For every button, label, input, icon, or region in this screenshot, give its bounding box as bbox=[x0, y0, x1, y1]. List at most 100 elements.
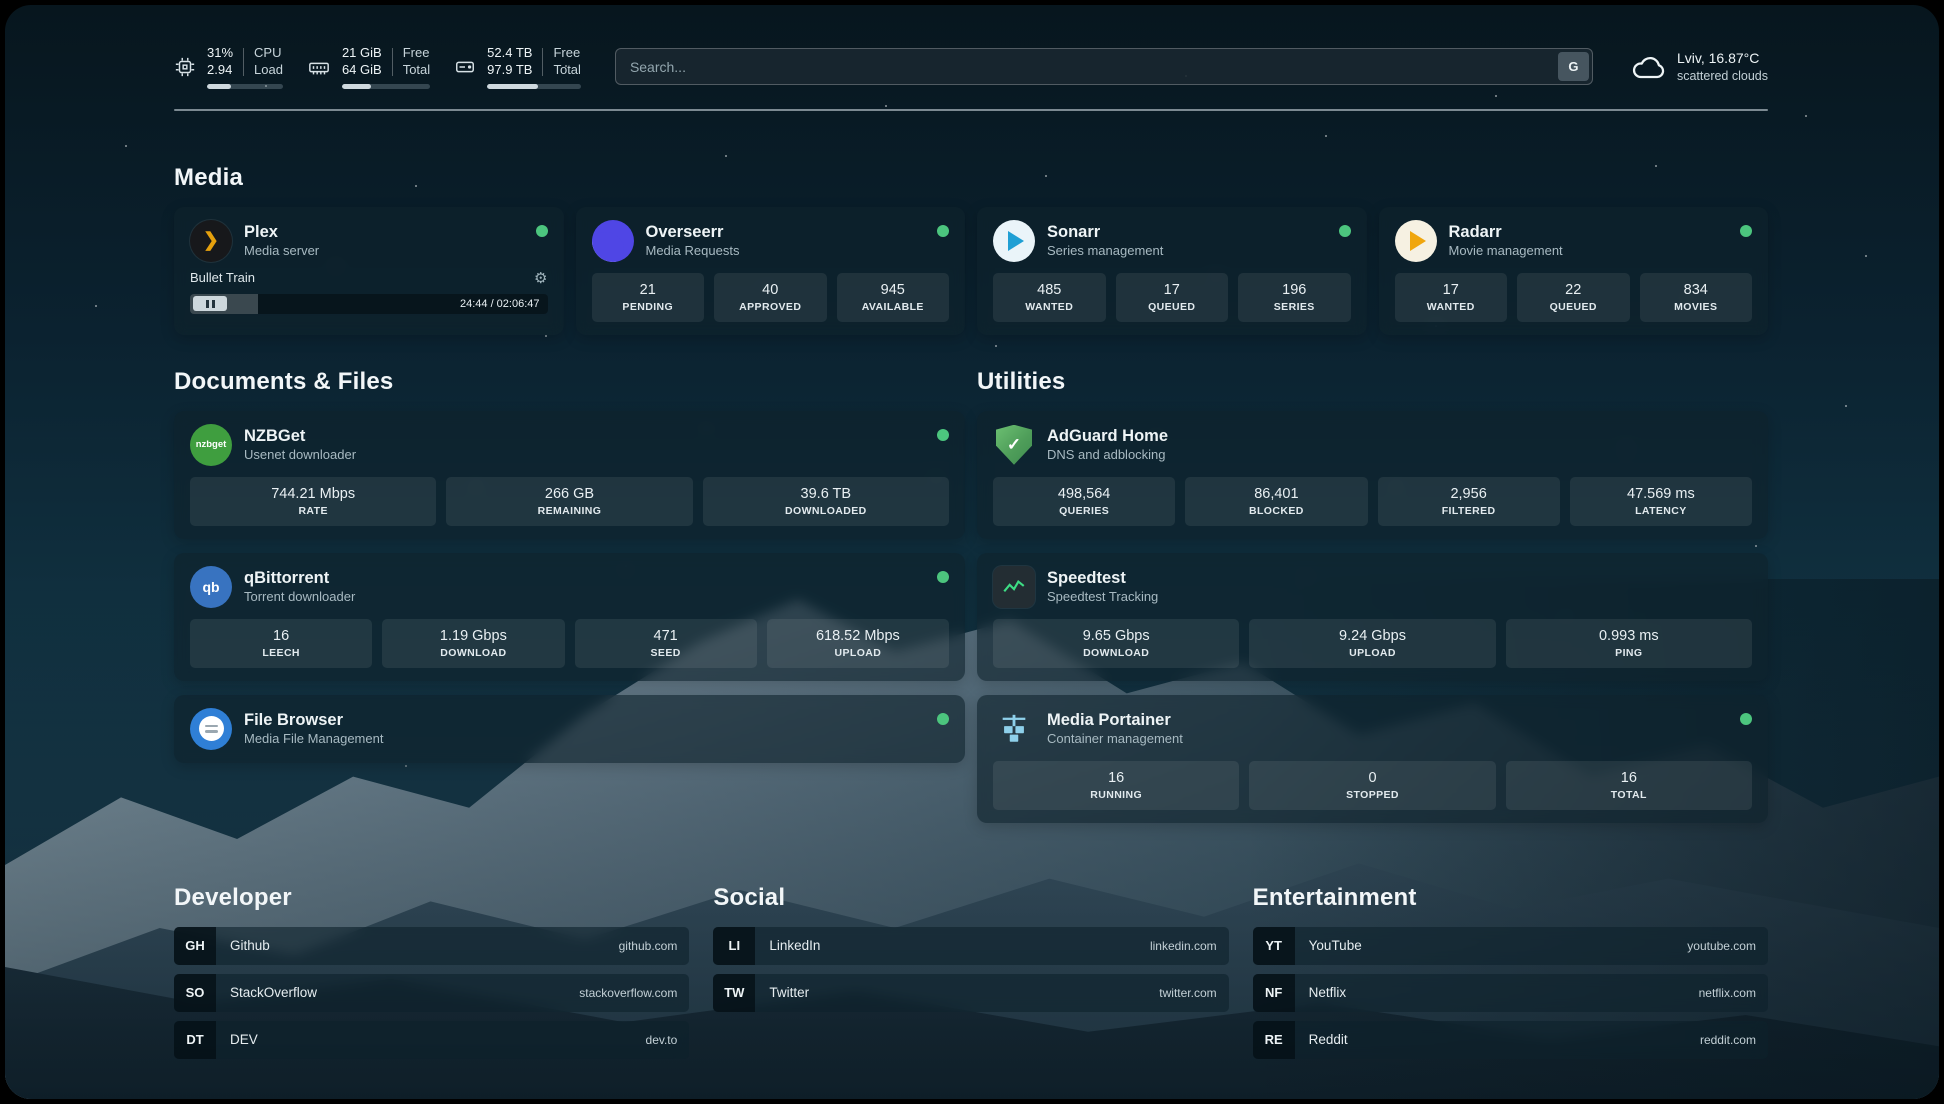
stat-pending: 21 PENDING bbox=[591, 272, 704, 322]
stat-remaining: 266 GB REMAINING bbox=[446, 476, 693, 526]
portainer-crane-icon bbox=[993, 708, 1035, 750]
bookmark-github[interactable]: GH Github github.com bbox=[174, 926, 690, 965]
status-online-dot bbox=[937, 224, 949, 237]
bookmark-dev[interactable]: DT DEV dev.to bbox=[174, 1020, 690, 1059]
disk-monitor: 52.4 TB 97.9 TB Free Total bbox=[454, 45, 581, 89]
stat-label: LATENCY bbox=[1635, 505, 1687, 518]
playback-progress-bar[interactable]: 24:44 / 02:06:47 bbox=[190, 293, 548, 314]
app-description: Movie management bbox=[1448, 243, 1563, 259]
app-name: Sonarr bbox=[1047, 222, 1101, 241]
ram-monitor: 21 GiB 64 GiB Free Total bbox=[307, 45, 431, 89]
cpu-label: CPU bbox=[254, 45, 282, 60]
app-card-plex[interactable]: ❯ Plex Media server Bullet Train ⚙ 24:44… bbox=[174, 206, 564, 335]
stat-label: RUNNING bbox=[1090, 789, 1143, 802]
ram-free: 21 GiB bbox=[341, 45, 382, 60]
stat-label: STOPPED bbox=[1346, 789, 1399, 802]
weather-condition: scattered clouds bbox=[1676, 68, 1768, 83]
stat-value: 471 bbox=[653, 627, 678, 644]
cpu-monitor: 31% 2.94 CPU Load bbox=[174, 45, 283, 89]
app-card-filebrowser[interactable]: File Browser Media File Management bbox=[174, 694, 965, 763]
cpu-usage-percent: 31% bbox=[207, 45, 234, 60]
stat-value: 17 bbox=[1442, 281, 1459, 298]
bookmark-name: Twitter bbox=[769, 985, 810, 1001]
stat-value: 0 bbox=[1368, 769, 1377, 786]
stat-value: 86,401 bbox=[1254, 485, 1299, 502]
ram-readout: 21 GiB 64 GiB Free Total bbox=[341, 45, 431, 89]
disk-total-label: Total bbox=[553, 61, 581, 77]
stat-rate: 744.21 Mbps RATE bbox=[190, 476, 437, 526]
plex-icon: ❯ bbox=[190, 219, 232, 262]
stat-value: 22 bbox=[1565, 281, 1582, 298]
stat-value: 40 bbox=[762, 281, 779, 298]
weather-location-temp: Lviv, 16.87°C bbox=[1676, 50, 1760, 66]
divider bbox=[243, 47, 245, 76]
reddit-icon: RE bbox=[1252, 1020, 1295, 1059]
status-online-dot bbox=[1338, 224, 1351, 237]
dashboard-content: 31% 2.94 CPU Load bbox=[5, 5, 1939, 1099]
cpu-chip-icon bbox=[174, 56, 196, 78]
stat-label: SEED bbox=[650, 647, 681, 660]
bookmark-linkedin[interactable]: LI LinkedIn linkedin.com bbox=[713, 926, 1229, 965]
app-card-portainer[interactable]: Media Portainer Container management 16 … bbox=[977, 694, 1768, 823]
stat-value: 21 bbox=[639, 281, 656, 298]
radarr-icon bbox=[1394, 219, 1437, 262]
cloud-icon bbox=[1632, 57, 1665, 79]
bookmark-twitter[interactable]: TW Twitter twitter.com bbox=[713, 973, 1229, 1012]
app-description: Media File Management bbox=[244, 731, 384, 746]
stat-value: 1.19 Gbps bbox=[439, 627, 507, 644]
app-card-nzbget[interactable]: nzbget NZBGet Usenet downloader 744.21 M… bbox=[174, 410, 965, 539]
stat-label: UPLOAD bbox=[1349, 647, 1396, 660]
stat-label: MOVIES bbox=[1674, 301, 1718, 314]
bookmark-netflix[interactable]: NF Netflix netflix.com bbox=[1252, 973, 1768, 1012]
stat-value: 16 bbox=[1108, 769, 1125, 786]
search-engine-button[interactable]: G bbox=[1557, 52, 1589, 82]
starfield-background bbox=[5, 5, 7, 7]
app-name: Overseerr bbox=[645, 222, 724, 241]
bookmark-group-developer: Developer GH Github github.com SO StackO… bbox=[174, 883, 690, 1059]
bookmark-url: linkedin.com bbox=[1149, 938, 1217, 953]
bookmark-group-entertainment: Entertainment YT YouTube youtube.com NF … bbox=[1252, 883, 1768, 1059]
qb-logo-text: qb bbox=[202, 578, 220, 595]
pause-button[interactable] bbox=[193, 296, 227, 312]
app-name: Plex bbox=[244, 222, 278, 241]
cpu-load-average: 2.94 bbox=[207, 61, 233, 77]
stat-wanted: 17 WANTED bbox=[1394, 272, 1507, 322]
bookmark-reddit[interactable]: RE Reddit reddit.com bbox=[1252, 1020, 1768, 1059]
app-description: Torrent downloader bbox=[244, 589, 356, 605]
documents-column: Documents & Files nzbget NZBGet Usenet d… bbox=[174, 367, 965, 763]
stat-label: PING bbox=[1615, 647, 1643, 660]
app-name: Media Portainer bbox=[1047, 710, 1171, 729]
app-card-sonarr[interactable]: Sonarr Series management 485 WANTED 17 Q… bbox=[977, 206, 1367, 335]
app-card-adguard[interactable]: ✓ AdGuard Home DNS and adblocking 498,56… bbox=[977, 410, 1768, 539]
stat-label: REMAINING bbox=[537, 505, 602, 518]
app-card-radarr[interactable]: Radarr Movie management 17 WANTED 22 QUE… bbox=[1378, 206, 1768, 335]
stat-latency: 47.569 ms LATENCY bbox=[1569, 476, 1752, 526]
speedtest-icon bbox=[993, 565, 1035, 608]
bookmark-stackoverflow[interactable]: SO StackOverflow stackoverflow.com bbox=[174, 973, 690, 1012]
stat-label: PENDING bbox=[622, 301, 674, 314]
section-title-entertainment: Entertainment bbox=[1252, 883, 1417, 911]
weather-widget[interactable]: Lviv, 16.87°C scattered clouds bbox=[1631, 49, 1768, 85]
app-card-speedtest[interactable]: Speedtest Speedtest Tracking 9.65 Gbps D… bbox=[977, 552, 1768, 681]
header-divider bbox=[174, 108, 1768, 111]
stat-leech: 16 LEECH bbox=[190, 618, 373, 668]
bookmark-youtube[interactable]: YT YouTube youtube.com bbox=[1252, 926, 1768, 965]
now-playing-title: Bullet Train bbox=[190, 270, 256, 286]
stat-label: SERIES bbox=[1273, 301, 1315, 314]
sonarr-icon bbox=[993, 219, 1035, 262]
app-name: AdGuard Home bbox=[1047, 426, 1169, 445]
dashboard-screen: 31% 2.94 CPU Load bbox=[5, 5, 1939, 1099]
stat-label: WANTED bbox=[1025, 301, 1074, 314]
dev-icon: DT bbox=[174, 1020, 216, 1059]
ram-total-label: Total bbox=[402, 61, 431, 77]
settings-gear-icon[interactable]: ⚙ bbox=[534, 269, 548, 287]
cpu-load-label: Load bbox=[254, 61, 283, 77]
app-card-overseerr[interactable]: Overseerr Media Requests 21 PENDING 40 A… bbox=[575, 206, 965, 335]
shield-check-glyph: ✓ bbox=[1006, 434, 1022, 454]
app-card-qbittorrent[interactable]: qb qBittorrent Torrent downloader 16 LEE… bbox=[174, 552, 965, 681]
search-input[interactable] bbox=[614, 48, 1593, 86]
netflix-icon: NF bbox=[1252, 973, 1295, 1012]
two-column-area: Documents & Files nzbget NZBGet Usenet d… bbox=[174, 367, 1768, 823]
stat-label: QUEUED bbox=[1148, 301, 1196, 314]
adguard-shield-icon: ✓ bbox=[993, 424, 1035, 466]
